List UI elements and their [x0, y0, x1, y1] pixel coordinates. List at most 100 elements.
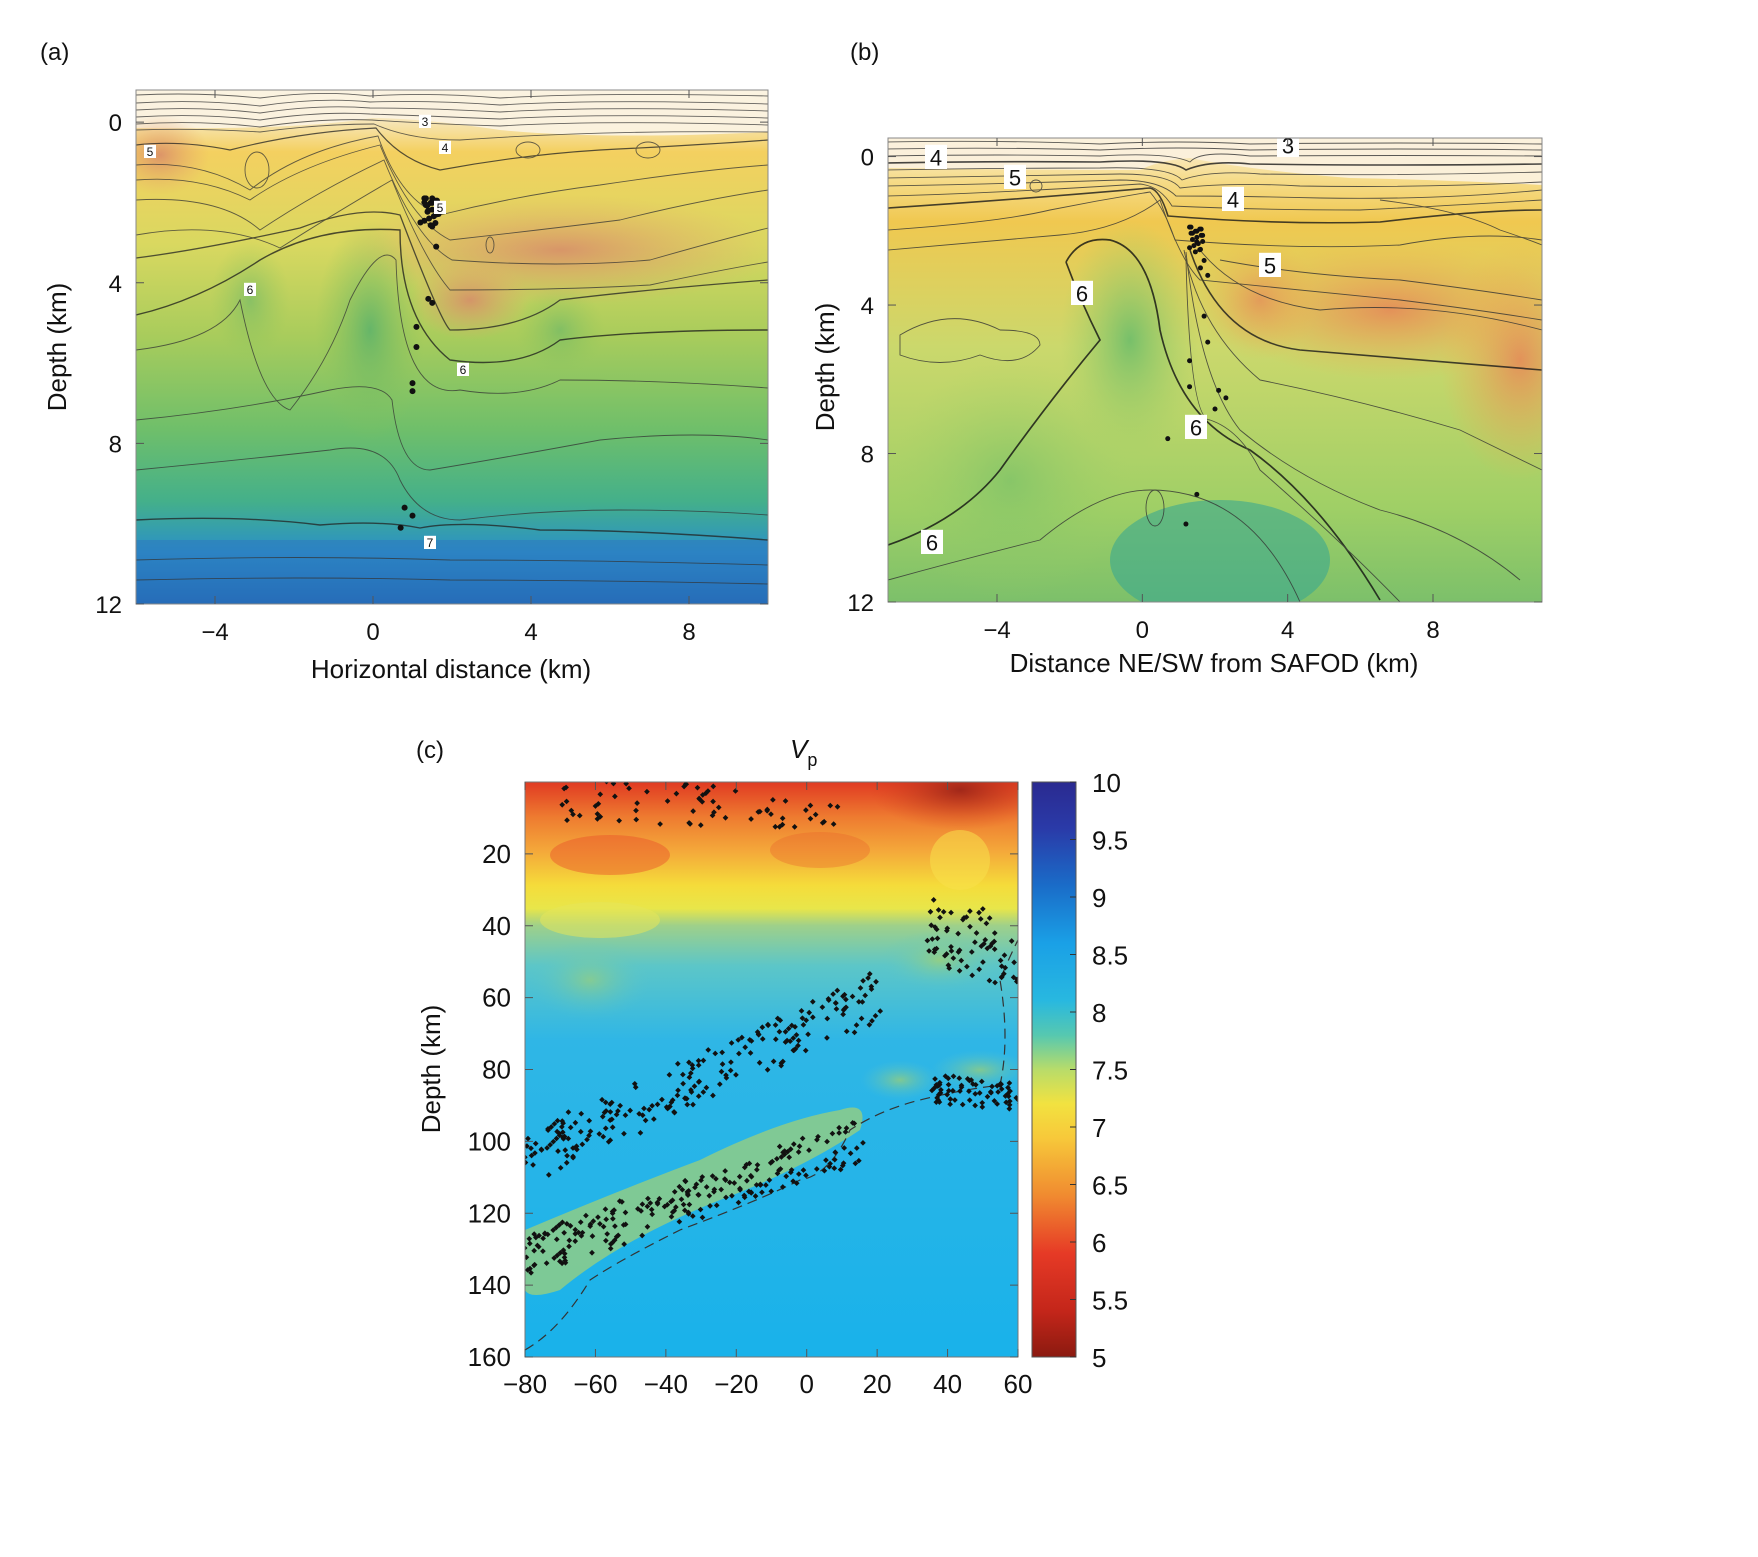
earthquake-point [690, 808, 696, 814]
earthquake-point [525, 1154, 528, 1161]
earthquake-point [924, 937, 931, 944]
earthquake-point [536, 1232, 542, 1239]
earthquake-point [830, 991, 836, 997]
earthquake-point [1195, 241, 1201, 247]
earthquake-point [531, 1262, 537, 1269]
earthquake-point [979, 1099, 986, 1106]
earthquake-point [612, 1223, 618, 1229]
earthquake-point [945, 1081, 952, 1088]
earthquake-point [779, 1184, 786, 1190]
earthquake-point [849, 993, 856, 1000]
earthquake-point [722, 1168, 728, 1174]
y-tick-label: 0 [109, 110, 122, 137]
earthquake-point [793, 1032, 800, 1038]
earthquake-point [807, 802, 814, 809]
earthquake-point [950, 955, 957, 961]
earthquake-point [748, 1173, 755, 1180]
earthquake-point [840, 1011, 846, 1018]
earthquake-point [958, 957, 965, 964]
earthquake-point [966, 1088, 972, 1095]
earthquake-point [669, 1197, 676, 1204]
earthquake-point [840, 1160, 847, 1166]
earthquake-point [713, 1202, 720, 1209]
earthquake-point [809, 998, 816, 1005]
earthquake-point [933, 945, 940, 952]
earthquake-point [736, 1050, 742, 1057]
earthquake-point [832, 1000, 839, 1006]
earthquake-point [796, 1143, 803, 1150]
x-tick-label: −4 [201, 619, 228, 646]
earthquake-point [969, 972, 976, 979]
earthquake-point [1006, 1102, 1013, 1108]
earthquake-point [666, 1071, 673, 1078]
earthquake-point [602, 1206, 609, 1213]
colorbar-tick-label: 6.5 [1092, 1171, 1128, 1201]
earthquake-point [609, 1124, 616, 1131]
earthquake-point [782, 798, 789, 804]
contour-label: 4 [1227, 188, 1239, 213]
panel-b: (b) [810, 39, 1543, 678]
earthquake-point [577, 1219, 584, 1225]
earthquake-point [1187, 245, 1193, 251]
earthquake-point [554, 1252, 561, 1259]
earthquake-point [857, 985, 864, 991]
earthquake-point [754, 1029, 761, 1035]
earthquake-point [659, 1096, 665, 1103]
earthquake-point [812, 811, 819, 818]
earthquake-point [776, 1143, 783, 1150]
earthquake-point [976, 1090, 983, 1096]
contour-label-bg [925, 144, 947, 169]
earthquake-point [1011, 959, 1017, 966]
earthquake-point [567, 1223, 574, 1229]
contour-label: 6 [1190, 416, 1202, 441]
earthquake-point [654, 1101, 661, 1108]
earthquake-point [699, 792, 706, 798]
earthquake-point [634, 800, 640, 806]
earthquake-point [819, 1004, 826, 1010]
earthquake-point [644, 1203, 651, 1210]
contour-label: 4 [442, 141, 449, 155]
earthquake-point [948, 909, 954, 916]
earthquake-point [980, 959, 986, 965]
earthquake-point [649, 1211, 656, 1218]
earthquake-point [934, 935, 941, 942]
earthquake-point [1197, 247, 1203, 253]
earthquake-point [574, 1146, 580, 1153]
earthquake-point [562, 1259, 569, 1266]
earthquake-point [695, 1057, 702, 1064]
earthquake-point [689, 1213, 696, 1219]
earthquake-point [596, 1131, 603, 1137]
earthquake-point [674, 1060, 681, 1067]
earthquake-point [689, 1062, 696, 1068]
earthquake-point [696, 795, 702, 802]
panel-c-axes: −80 −60 −40 −20 0 20 40 60 20 40 60 80 100 120 140 160 [468, 782, 1032, 1399]
earthquake-point [397, 524, 404, 531]
earthquake-point [560, 1120, 566, 1127]
earthquake-point [668, 1213, 675, 1220]
earthquake-point [535, 1243, 542, 1250]
earthquake-point [948, 948, 955, 954]
earthquake-point [790, 1035, 797, 1041]
earthquake-point [595, 800, 602, 807]
earthquake-point [1187, 358, 1193, 364]
earthquake-point [950, 1073, 957, 1080]
earthquake-point [599, 1096, 605, 1103]
earthquake-point [1192, 249, 1198, 255]
earthquake-point [984, 1093, 991, 1100]
earthquake-point [779, 815, 786, 822]
earthquake-point [590, 1218, 597, 1224]
earthquake-point [841, 1145, 848, 1151]
earthquake-point [671, 1188, 678, 1195]
earthquake-point [829, 1130, 836, 1137]
earthquake-point [563, 1159, 570, 1166]
earthquake-point [989, 1083, 995, 1090]
earthquake-point [830, 821, 837, 827]
earthquake-point [968, 949, 975, 955]
earthquake-point [986, 915, 993, 921]
earthquake-point [525, 1245, 528, 1251]
panel-b-xlabel: Distance NE/SW from SAFOD (km) [1010, 648, 1419, 678]
earthquake-point [843, 1125, 850, 1131]
earthquake-point [1006, 1080, 1013, 1086]
earthquake-point [1165, 436, 1171, 442]
